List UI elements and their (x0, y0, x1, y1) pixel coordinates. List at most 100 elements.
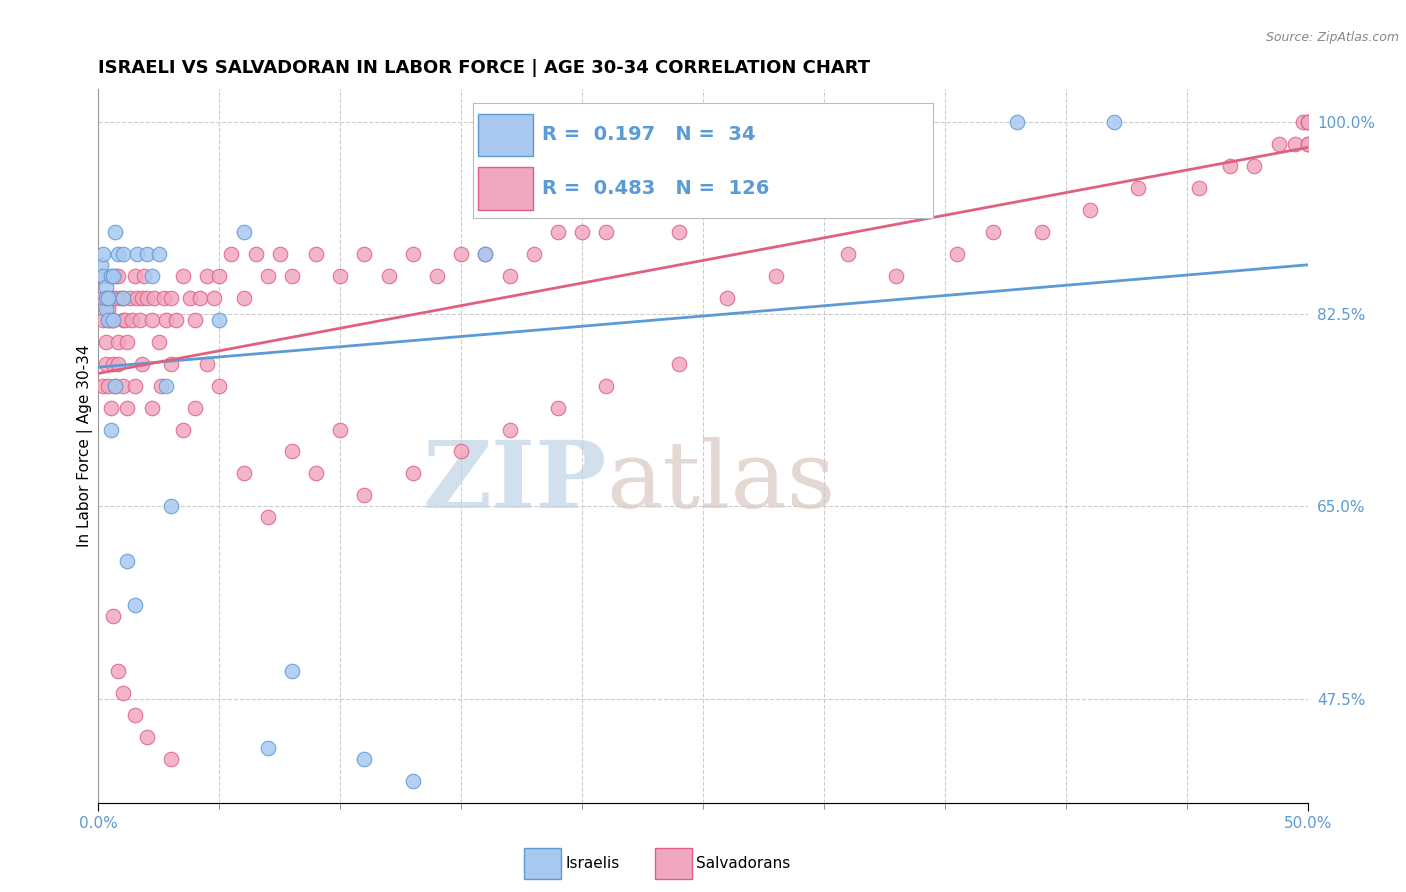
Point (111, 312, 134, 326)
Point (127, 291, 149, 305)
Point (135, 247, 157, 261)
Point (104, 268, 127, 283)
Point (101, 312, 124, 326)
Point (1078, 202, 1101, 217)
Point (143, 291, 166, 305)
Point (789, 181, 811, 195)
Text: ISRAELI VS SALVADORAN IN LABOR FORCE | AGE 30-34 CORRELATION CHART: ISRAELI VS SALVADORAN IN LABOR FORCE | A… (98, 59, 870, 77)
Point (104, 225, 127, 239)
Point (329, 268, 352, 283)
Point (91, 312, 114, 326)
Text: ZIP: ZIP (422, 437, 606, 526)
Text: Salvadorans: Salvadorans (696, 856, 790, 871)
Point (498, 268, 520, 283)
Point (90, 258, 112, 272)
Point (571, 225, 593, 239)
Point (305, 247, 328, 261)
Point (668, 357, 690, 371)
Point (114, 312, 136, 326)
Point (101, 357, 124, 371)
Point (221, 247, 243, 261)
Point (981, 225, 1004, 239)
Point (117, 334, 139, 349)
Point (141, 312, 163, 326)
Point (208, 312, 231, 326)
Point (124, 378, 146, 392)
Point (111, 378, 134, 392)
Point (124, 598, 146, 612)
Point (160, 752, 183, 766)
Point (128, 312, 150, 326)
Point (155, 378, 177, 392)
Point (619, 202, 641, 217)
Point (1267, 137, 1289, 152)
Point (195, 268, 218, 283)
Point (135, 291, 157, 305)
Point (523, 247, 546, 261)
Point (765, 268, 787, 283)
Point (245, 247, 267, 261)
Point (124, 268, 146, 283)
Point (1296, 137, 1319, 152)
Point (232, 291, 254, 305)
Point (91, 268, 114, 283)
Point (692, 202, 714, 217)
Point (104, 291, 127, 305)
Point (107, 664, 129, 678)
Point (117, 401, 139, 415)
Point (716, 291, 738, 305)
Point (94, 291, 117, 305)
Point (101, 268, 124, 283)
Point (111, 686, 134, 700)
Point (474, 247, 496, 261)
Point (886, 268, 908, 283)
Point (232, 225, 254, 239)
Point (90, 268, 112, 283)
Point (97, 312, 120, 326)
Text: Source: ZipAtlas.com: Source: ZipAtlas.com (1265, 31, 1399, 45)
Point (450, 247, 472, 261)
Point (1296, 115, 1319, 129)
Point (141, 401, 163, 415)
Text: atlas: atlas (606, 437, 835, 526)
Point (165, 312, 187, 326)
Point (160, 500, 183, 514)
Point (160, 357, 183, 371)
Point (1188, 181, 1211, 195)
Point (595, 378, 617, 392)
Point (195, 357, 218, 371)
Point (108, 291, 131, 305)
Point (281, 268, 304, 283)
Point (426, 268, 449, 283)
Point (111, 247, 134, 261)
Point (117, 554, 139, 568)
Point (100, 423, 122, 437)
Point (1128, 181, 1150, 195)
Point (232, 467, 254, 481)
Point (91, 247, 114, 261)
Point (107, 247, 129, 261)
Point (100, 401, 122, 415)
Point (1007, 115, 1029, 129)
Point (179, 291, 201, 305)
Point (208, 268, 231, 283)
Point (813, 181, 835, 195)
Point (101, 609, 124, 624)
Point (353, 247, 375, 261)
Point (498, 423, 520, 437)
Point (127, 247, 149, 261)
Point (104, 378, 127, 392)
Point (256, 740, 278, 755)
Point (329, 423, 352, 437)
Point (101, 291, 124, 305)
Point (134, 268, 156, 283)
Point (188, 291, 211, 305)
Point (450, 444, 472, 458)
Point (148, 334, 170, 349)
Point (104, 378, 127, 392)
Point (100, 291, 122, 305)
Point (94, 291, 117, 305)
Point (94, 357, 117, 371)
Point (547, 401, 569, 415)
Point (474, 247, 496, 261)
